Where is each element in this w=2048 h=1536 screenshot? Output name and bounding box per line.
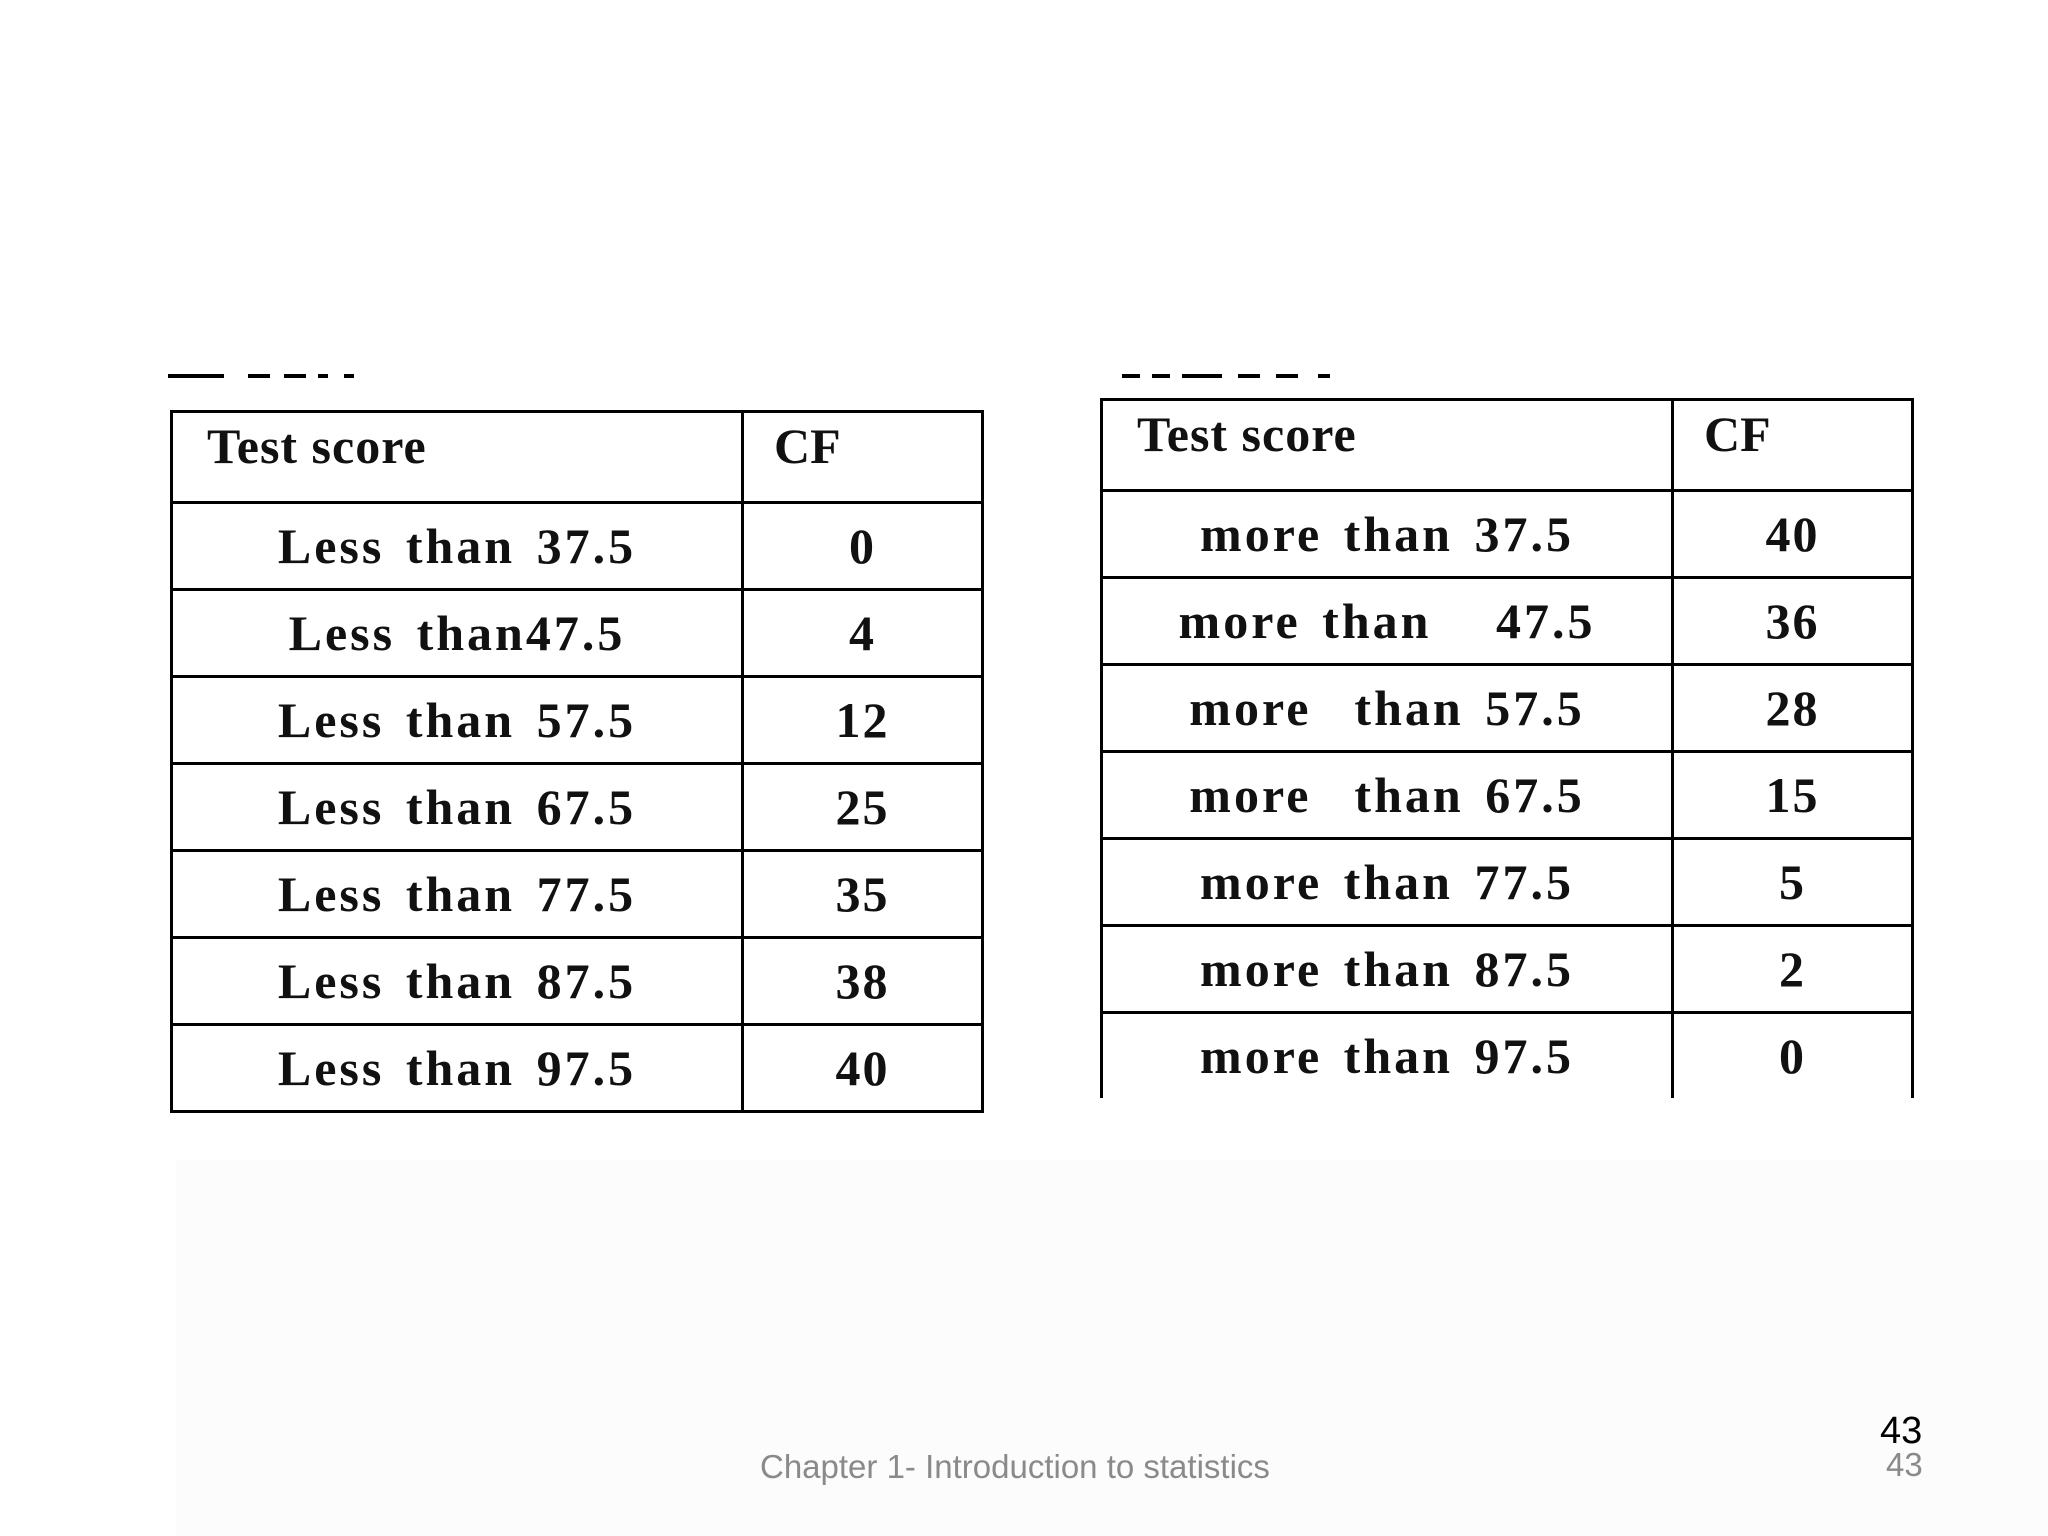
table-row: Less than 57.5 12 — [170, 675, 984, 765]
cf-cell: 25 — [741, 762, 984, 852]
cf-cell: 38 — [741, 936, 984, 1026]
cf-cell: 4 — [741, 588, 984, 678]
cf-cell: 5 — [1671, 837, 1914, 927]
test-score-cell: more than 47.5 — [1100, 576, 1674, 666]
header-test-score: Test score — [170, 410, 744, 504]
table-header-row: Test score CF — [170, 410, 984, 504]
cf-cell: 0 — [741, 501, 984, 591]
cf-cell: 15 — [1671, 750, 1914, 840]
test-score-cell: Less than 87.5 — [170, 936, 744, 1026]
cumulative-less-than-table: Test score CF Less than 37.5 0 Less than… — [170, 410, 984, 1113]
test-score-cell: Less than 97.5 — [170, 1023, 744, 1113]
test-score-cell: more than 37.5 — [1100, 489, 1674, 579]
test-score-cell: Less than47.5 — [170, 588, 744, 678]
cf-cell: 28 — [1671, 663, 1914, 753]
test-score-cell: Less than 67.5 — [170, 762, 744, 852]
cf-cell: 12 — [741, 675, 984, 765]
table-row: more than 37.5 40 — [1100, 489, 1914, 579]
table-header-row: Test score CF — [1100, 398, 1914, 492]
table-row: more than 67.5 15 — [1100, 750, 1914, 840]
table-row: Less than 37.5 0 — [170, 501, 984, 591]
header-cf: CF — [1671, 398, 1914, 492]
test-score-cell: more than 77.5 — [1100, 837, 1674, 927]
table-row: Less than 77.5 35 — [170, 849, 984, 939]
page-number: 43 — [1880, 1410, 1923, 1452]
table-row: more than 77.5 5 — [1100, 837, 1914, 927]
cf-cell: 40 — [741, 1023, 984, 1113]
table-row: more than 47.5 36 — [1100, 576, 1914, 666]
footer-chapter-title: Chapter 1- Introduction to statistics — [760, 1448, 1270, 1485]
cf-cell: 2 — [1671, 924, 1914, 1014]
table-row: more than 87.5 2 — [1100, 924, 1914, 1014]
clipped-heading-left — [168, 374, 368, 378]
test-score-cell: more than 67.5 — [1100, 750, 1674, 840]
test-score-cell: more than 97.5 — [1100, 1011, 1674, 1098]
cf-cell: 40 — [1671, 489, 1914, 579]
cf-cell: 36 — [1671, 576, 1914, 666]
table-row: Less than 97.5 40 — [170, 1023, 984, 1113]
cf-cell: 0 — [1671, 1011, 1914, 1098]
clipped-heading-right — [1122, 374, 1342, 378]
table-row: Less than 67.5 25 — [170, 762, 984, 852]
cf-cell: 35 — [741, 849, 984, 939]
footer-shade — [176, 1160, 2048, 1536]
table-row: more than 97.5 0 — [1100, 1011, 1914, 1098]
test-score-cell: Less than 77.5 — [170, 849, 744, 939]
table-row: Less than47.5 4 — [170, 588, 984, 678]
table-row: more than 57.5 28 — [1100, 663, 1914, 753]
table-row: Less than 87.5 38 — [170, 936, 984, 1026]
test-score-cell: more than 57.5 — [1100, 663, 1674, 753]
footer-page-number: 43 — [1886, 1446, 1923, 1483]
test-score-cell: more than 87.5 — [1100, 924, 1674, 1014]
cumulative-more-than-table: Test score CF more than 37.5 40 more tha… — [1100, 398, 1914, 1098]
header-test-score: Test score — [1100, 398, 1674, 492]
header-cf: CF — [741, 410, 984, 504]
test-score-cell: Less than 57.5 — [170, 675, 744, 765]
test-score-cell: Less than 37.5 — [170, 501, 744, 591]
